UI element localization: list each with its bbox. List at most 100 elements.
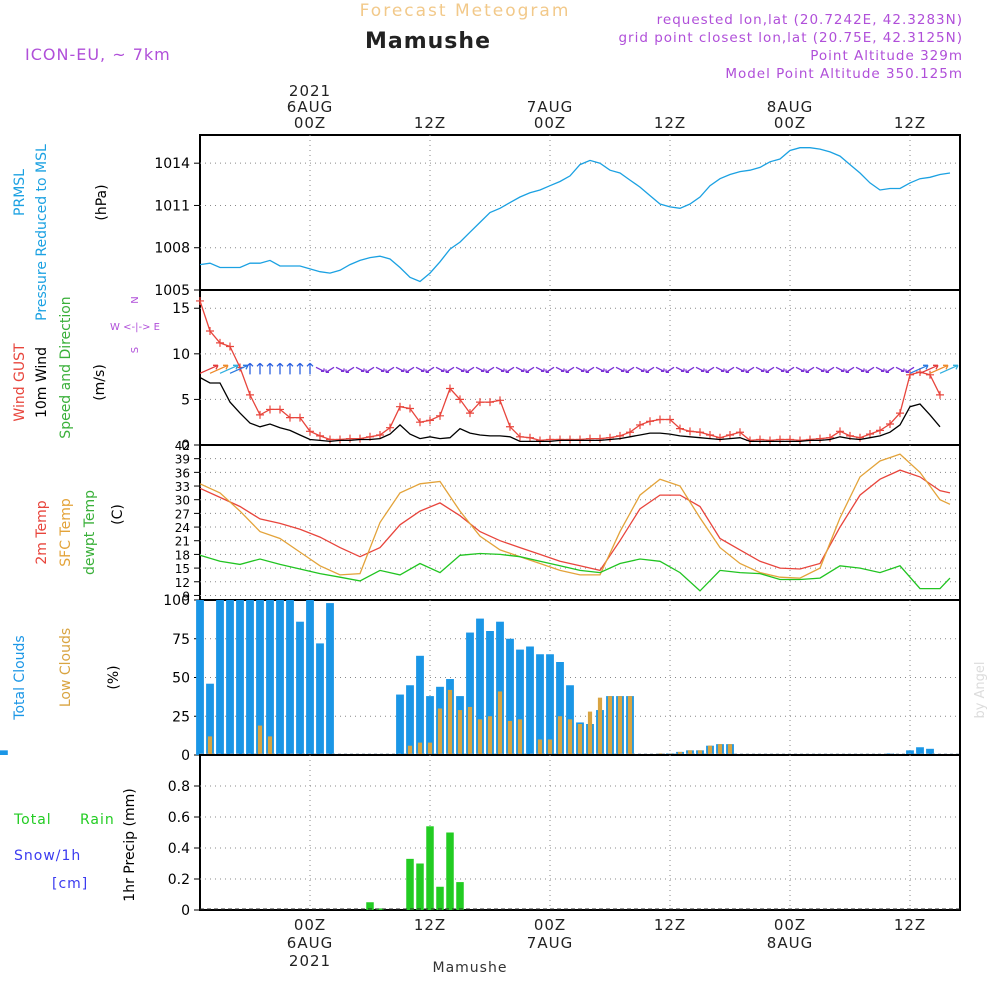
gust-marker xyxy=(546,435,554,444)
gust-marker xyxy=(466,409,474,418)
gust-marker xyxy=(876,426,884,435)
bar-total-clouds xyxy=(556,662,564,755)
wind-direction-arrow xyxy=(705,366,715,373)
wind-direction-arrow xyxy=(635,366,645,372)
gust-marker xyxy=(836,427,844,436)
bar-low-clouds xyxy=(477,719,483,755)
bar-total-clouds xyxy=(226,600,234,755)
gust-marker xyxy=(686,427,694,436)
bar-low-clouds xyxy=(407,745,413,755)
gust-marker xyxy=(396,402,404,411)
wind-direction-arrow xyxy=(855,366,865,372)
panel-frame xyxy=(199,754,961,911)
bar-total-clouds xyxy=(326,603,334,755)
ylabel-units: (m/s) xyxy=(92,364,108,401)
wind-direction-arrow xyxy=(505,366,515,373)
wind-direction-arrow xyxy=(266,362,274,375)
ylabel-line: Wind GUST xyxy=(12,343,28,422)
wind-direction-arrow xyxy=(625,366,635,373)
panel-wind: 0 5 10 15 Wind GUST 10m Wind Speed and Directi… xyxy=(12,289,961,454)
bar-low-clouds xyxy=(697,750,703,755)
bar-low-clouds xyxy=(557,716,563,755)
wind-direction-arrow xyxy=(219,364,239,374)
bar-low-clouds xyxy=(457,710,463,755)
wind-direction-arrow xyxy=(209,364,229,374)
ylabel-snow: Snow/1h xyxy=(14,848,81,864)
bar-low-clouds xyxy=(207,736,213,755)
wind-direction-arrow xyxy=(455,366,465,372)
bar-low-clouds xyxy=(447,689,453,755)
bar-total-clouds xyxy=(196,600,204,755)
ytick-label: 0.4 xyxy=(168,841,190,857)
ytick-label: 0 xyxy=(181,438,190,454)
ylabel-line: dewpt Temp xyxy=(82,490,98,575)
ytick-label: 75 xyxy=(172,632,190,648)
bar-low-clouds xyxy=(607,696,613,755)
wind-direction-arrow xyxy=(515,366,525,372)
gust-marker xyxy=(386,423,394,432)
gust-marker xyxy=(626,428,634,437)
ylabel-line: Total Clouds xyxy=(12,635,28,720)
gust-marker xyxy=(526,433,534,442)
wind-direction-arrow xyxy=(735,366,745,372)
product-title: Forecast Meteogram xyxy=(360,1,571,21)
gust-marker xyxy=(446,384,454,393)
wind-direction-arrow xyxy=(585,366,595,373)
bar-low-clouds xyxy=(727,744,733,755)
compass-west-east: W <-|-> E xyxy=(110,322,160,333)
gust-marker xyxy=(206,327,214,336)
wind-direction-arrow xyxy=(909,364,929,374)
wind-direction-arrow xyxy=(325,366,335,373)
ylabel-units: (C) xyxy=(110,504,126,525)
wind-direction-arrow xyxy=(375,366,385,372)
ylabel-line: Pressure Reduced to MSL xyxy=(34,144,50,321)
bar-total-clouds xyxy=(536,654,544,755)
gust-marker xyxy=(216,338,224,347)
bar-total-clouds xyxy=(316,643,324,755)
gust-marker xyxy=(476,398,484,407)
gust-marker xyxy=(896,409,904,418)
bar-total-clouds xyxy=(426,696,434,755)
gust-marker xyxy=(776,435,784,444)
bar-low-clouds xyxy=(267,736,273,755)
bar-low-clouds xyxy=(577,724,583,755)
bar-total-rain xyxy=(456,882,464,910)
gust-marker xyxy=(606,433,614,442)
bar-total-clouds xyxy=(396,694,404,755)
wind-direction-arrow xyxy=(939,364,959,374)
bar-low-clouds xyxy=(417,742,423,755)
bar-total-clouds xyxy=(466,632,474,755)
gust-marker xyxy=(786,435,794,444)
bar-total-clouds xyxy=(296,621,304,755)
bar-low-clouds xyxy=(437,708,443,755)
gust-marker xyxy=(256,410,264,419)
gust-marker xyxy=(656,415,664,424)
wind-direction-arrow xyxy=(805,366,815,373)
gust-marker xyxy=(816,434,824,443)
time-label: 12Z xyxy=(654,916,686,934)
bar-low-clouds xyxy=(717,744,723,755)
gust-marker xyxy=(796,436,804,445)
bar-total-clouds xyxy=(276,600,284,755)
bar-total-clouds xyxy=(256,600,264,755)
ytick-label: 27 xyxy=(175,507,190,521)
ytick-label: 30 xyxy=(175,494,190,508)
wind-direction-arrow xyxy=(675,366,685,372)
wind-direction-arrow xyxy=(296,362,304,375)
wind-direction-arrow xyxy=(919,364,939,374)
bar-total-rain xyxy=(366,902,374,910)
wind-direction-arrow xyxy=(425,366,435,373)
bar-total-clouds xyxy=(286,600,294,755)
ylabel-total: Total xyxy=(13,812,52,828)
wind-direction-arrow xyxy=(765,366,775,373)
bar-total-clouds xyxy=(0,750,8,755)
gust-marker xyxy=(636,420,644,429)
wind-direction-arrow xyxy=(645,366,655,373)
compass-south: S xyxy=(130,347,141,353)
ytick-label: 100 xyxy=(163,593,190,609)
bar-total-clouds xyxy=(246,600,254,755)
wind-direction-arrow xyxy=(875,366,885,372)
gust-marker xyxy=(886,420,894,429)
bar-low-clouds xyxy=(567,719,573,755)
